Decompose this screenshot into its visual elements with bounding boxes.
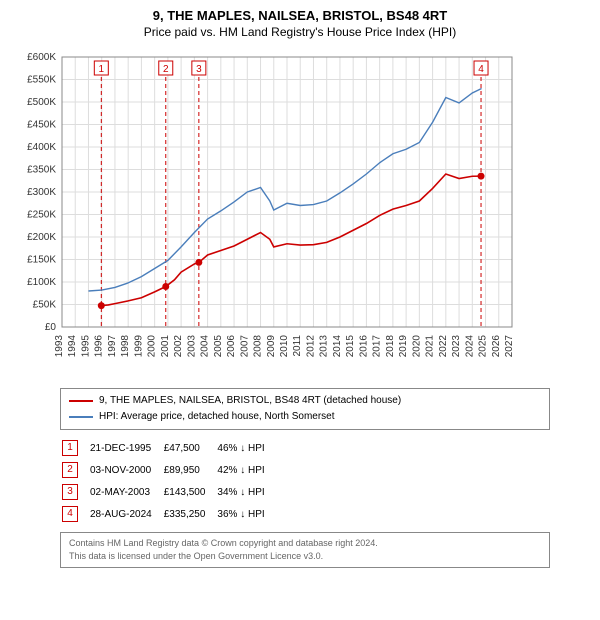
x-tick-label: 2015 [345,335,356,358]
y-tick-label: £400K [27,142,56,153]
page-subtitle: Price paid vs. HM Land Registry's House … [10,25,590,39]
marker-dot [162,283,169,290]
markers-table: 1 21-DEC-1995£47,50046% ↓ HPI 2 03-NOV-2000… [60,436,277,526]
marker-dot [478,173,485,180]
marker-number: 1 [99,64,105,75]
marker-date: 03-NOV-2000 [90,460,162,480]
marker-pct: 36% ↓ HPI [217,504,274,524]
x-tick-label: 1993 [54,335,65,358]
marker-number: 3 [196,64,202,75]
footer-line: This data is licensed under the Open Gov… [69,550,541,563]
x-tick-label: 2020 [411,335,422,358]
footer: Contains HM Land Registry data © Crown c… [60,532,550,568]
y-tick-label: £300K [27,187,56,198]
legend-row: 9, THE MAPLES, NAILSEA, BRISTOL, BS48 4R… [69,393,541,409]
y-tick-label: £500K [27,97,56,108]
y-tick-label: £200K [27,232,56,243]
x-tick-label: 2004 [200,335,211,358]
footer-line: Contains HM Land Registry data © Crown c… [69,537,541,550]
x-tick-label: 1999 [133,335,144,358]
y-tick-label: £150K [27,255,56,266]
x-tick-label: 2011 [292,335,303,357]
x-tick-label: 2013 [319,335,330,358]
x-tick-label: 2010 [279,335,290,358]
marker-date: 02-MAY-2003 [90,482,162,502]
x-tick-label: 2016 [358,335,369,358]
marker-price: £143,500 [164,482,216,502]
x-tick-label: 2003 [186,335,197,358]
marker-dot [98,302,105,309]
x-tick-label: 2024 [464,335,475,358]
legend-label: HPI: Average price, detached house, Nort… [99,409,335,425]
marker-box: 1 [62,440,78,456]
x-tick-label: 2019 [398,335,409,358]
marker-pct: 34% ↓ HPI [217,482,274,502]
x-tick-label: 2000 [147,335,158,358]
x-tick-label: 2005 [213,335,224,358]
x-tick-label: 1998 [120,335,131,358]
legend-swatch [69,416,93,418]
marker-row: 3 02-MAY-2003£143,50034% ↓ HPI [62,482,275,502]
marker-date: 28-AUG-2024 [90,504,162,524]
x-tick-label: 2022 [438,335,449,358]
y-tick-label: £100K [27,277,56,288]
x-tick-label: 2026 [491,335,502,358]
legend-row: HPI: Average price, detached house, Nort… [69,409,541,425]
price-chart: £0 £50K £100K £150K £200K £250K £300K £350K £400… [10,47,530,377]
x-tick-label: 2021 [425,335,436,358]
marker-box: 4 [62,506,78,522]
x-tick-label: 2002 [173,335,184,358]
x-tick-label: 2007 [239,335,250,358]
x-tick-label: 2008 [253,335,264,358]
x-tick-label: 1997 [107,335,118,358]
marker-box: 3 [62,484,78,500]
marker-dot [195,259,202,266]
marker-date: 21-DEC-1995 [90,438,162,458]
x-tick-label: 2017 [372,335,383,358]
y-tick-label: £250K [27,210,56,221]
marker-price: £89,950 [164,460,216,480]
legend-swatch [69,400,93,402]
marker-box: 2 [62,462,78,478]
y-tick-label: £350K [27,165,56,176]
marker-price: £335,250 [164,504,216,524]
marker-number: 2 [163,64,169,75]
x-tick-label: 2014 [332,335,343,358]
y-tick-label: £450K [27,120,56,131]
page-title: 9, THE MAPLES, NAILSEA, BRISTOL, BS48 4R… [10,8,590,23]
x-tick-label: 2012 [305,335,316,358]
x-tick-label: 2006 [226,335,237,358]
x-tick-label: 2025 [478,335,489,358]
x-tick-label: 1996 [94,335,105,358]
x-tick-label: 2023 [451,335,462,358]
x-tick-label: 2001 [160,335,171,358]
x-tick-label: 1994 [67,335,78,358]
marker-price: £47,500 [164,438,216,458]
x-tick-label: 2009 [266,335,277,358]
marker-pct: 42% ↓ HPI [217,460,274,480]
x-tick-label: 2018 [385,335,396,358]
marker-row: 1 21-DEC-1995£47,50046% ↓ HPI [62,438,275,458]
marker-pct: 46% ↓ HPI [217,438,274,458]
y-tick-label: £50K [33,300,57,311]
marker-number: 4 [478,64,484,75]
marker-row: 4 28-AUG-2024£335,25036% ↓ HPI [62,504,275,524]
y-tick-label: £600K [27,52,56,63]
marker-row: 2 03-NOV-2000£89,95042% ↓ HPI [62,460,275,480]
x-tick-label: 2027 [504,335,515,358]
legend-label: 9, THE MAPLES, NAILSEA, BRISTOL, BS48 4R… [99,393,401,409]
y-tick-label: £550K [27,75,56,86]
legend: 9, THE MAPLES, NAILSEA, BRISTOL, BS48 4R… [60,388,550,430]
x-tick-label: 1995 [80,335,91,358]
y-tick-label: £0 [45,322,57,333]
